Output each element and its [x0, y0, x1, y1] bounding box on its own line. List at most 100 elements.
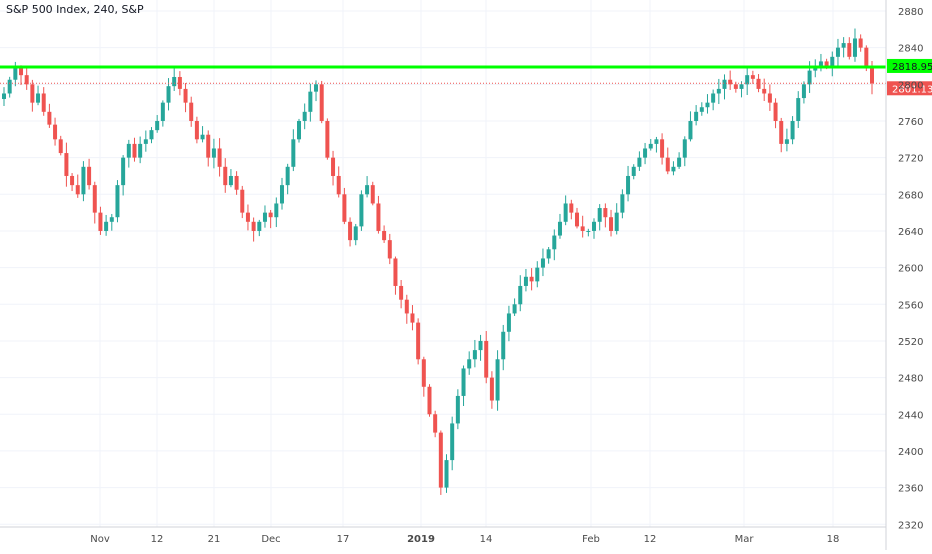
- candle-body: [592, 221, 597, 231]
- candle-body: [302, 111, 307, 121]
- x-tick-label: Mar: [735, 534, 755, 545]
- candle-body: [433, 414, 438, 433]
- x-tick-label: Nov: [90, 534, 110, 545]
- candle-body: [688, 120, 693, 140]
- candle-body: [643, 148, 648, 158]
- candle-body: [784, 139, 789, 144]
- candle-body: [7, 79, 12, 94]
- candle-body: [807, 70, 812, 85]
- candle-body: [36, 93, 41, 103]
- y-tick-label: 2880: [898, 7, 923, 18]
- candle-body: [342, 194, 347, 222]
- candle-body: [852, 38, 857, 57]
- candle-body: [308, 91, 313, 112]
- candle-body: [13, 67, 18, 80]
- candle-body: [506, 313, 511, 332]
- candle-body: [365, 185, 370, 195]
- y-tick-label: 2320: [898, 520, 923, 531]
- y-tick-label: 2480: [898, 374, 923, 385]
- y-tick-label: 2760: [898, 117, 923, 128]
- candle-body: [637, 157, 642, 167]
- candle-body: [745, 75, 750, 85]
- candle-body: [824, 61, 829, 66]
- candle-body: [155, 120, 160, 131]
- candle-body: [620, 194, 625, 213]
- candle-body: [609, 217, 614, 231]
- candle-body: [58, 139, 63, 154]
- candle-body: [240, 189, 245, 213]
- candle-body: [416, 322, 421, 360]
- candle-body: [194, 120, 199, 140]
- candle-body: [586, 230, 591, 232]
- candle-body: [711, 93, 716, 103]
- candle-body: [138, 143, 143, 158]
- candle-body: [172, 76, 177, 87]
- y-tick-label: 2600: [898, 264, 923, 275]
- candle-body: [228, 175, 233, 186]
- candle-body: [512, 304, 517, 314]
- candle-body: [501, 331, 506, 360]
- chart-title: S&P 500 Index, 240, S&P: [6, 3, 144, 16]
- y-tick-label: 2560: [898, 300, 923, 311]
- candle-body: [762, 88, 767, 94]
- candle-body: [597, 208, 602, 222]
- candle-body: [274, 203, 279, 218]
- candle-body: [399, 285, 404, 300]
- candle-body: [149, 130, 154, 140]
- candle-body: [716, 88, 721, 94]
- candle-body: [603, 208, 608, 218]
- candle-body: [478, 340, 483, 351]
- candle-body: [47, 111, 52, 125]
- x-tick-label: 21: [208, 534, 221, 545]
- candle-body: [160, 102, 165, 121]
- candle-body: [183, 88, 188, 103]
- candle-body: [41, 93, 46, 112]
- candle-body: [660, 139, 665, 158]
- y-tick-label: 2360: [898, 484, 923, 495]
- candle-body: [557, 221, 562, 236]
- y-tick-label: 2640: [898, 227, 923, 238]
- candle-body: [864, 47, 869, 66]
- candle-body: [319, 84, 324, 121]
- candle-body: [268, 212, 273, 218]
- candle-body: [325, 120, 330, 158]
- candle-body: [262, 212, 267, 222]
- y-tick-label: 2680: [898, 190, 923, 201]
- horizontal-lines: 2818.95 2801.13: [0, 58, 932, 96]
- candle-body: [245, 212, 250, 222]
- candle-body: [24, 75, 29, 85]
- candle-body: [835, 47, 840, 57]
- candle-body: [626, 175, 631, 195]
- price-tag-label: 2818.95: [892, 62, 932, 73]
- x-tick-label: 12: [644, 534, 657, 545]
- candle-body: [104, 221, 109, 231]
- candle-body: [404, 299, 409, 314]
- candle-body: [200, 134, 205, 140]
- candle-body: [92, 185, 97, 213]
- y-tick-label: 2840: [898, 44, 923, 55]
- candle-body: [654, 139, 659, 144]
- candle-body: [427, 386, 432, 415]
- candle-body: [314, 84, 319, 92]
- candle-body: [767, 93, 772, 103]
- candle-body: [438, 432, 443, 488]
- candle-body: [331, 157, 336, 176]
- y-tick-label: 2800: [898, 80, 923, 91]
- candle-body: [297, 120, 302, 140]
- candle-body: [166, 86, 171, 103]
- candle-body: [495, 359, 500, 401]
- candle-body: [75, 185, 80, 195]
- candle-body: [489, 377, 494, 401]
- x-axis: Nov 12 21 Dec 17 2019 14 Feb 12 Mar 18: [0, 526, 886, 545]
- candle-body: [756, 78, 761, 89]
- candle-body: [870, 65, 874, 84]
- candle-body: [98, 212, 103, 231]
- candle-body: [257, 221, 262, 231]
- y-tick-label: 2440: [898, 410, 923, 421]
- candle-body: [359, 194, 364, 227]
- candle-body: [410, 313, 415, 323]
- candle-body: [353, 226, 358, 241]
- y-tick-label: 2520: [898, 337, 923, 348]
- candle-body: [750, 75, 755, 79]
- candle-body: [614, 212, 619, 231]
